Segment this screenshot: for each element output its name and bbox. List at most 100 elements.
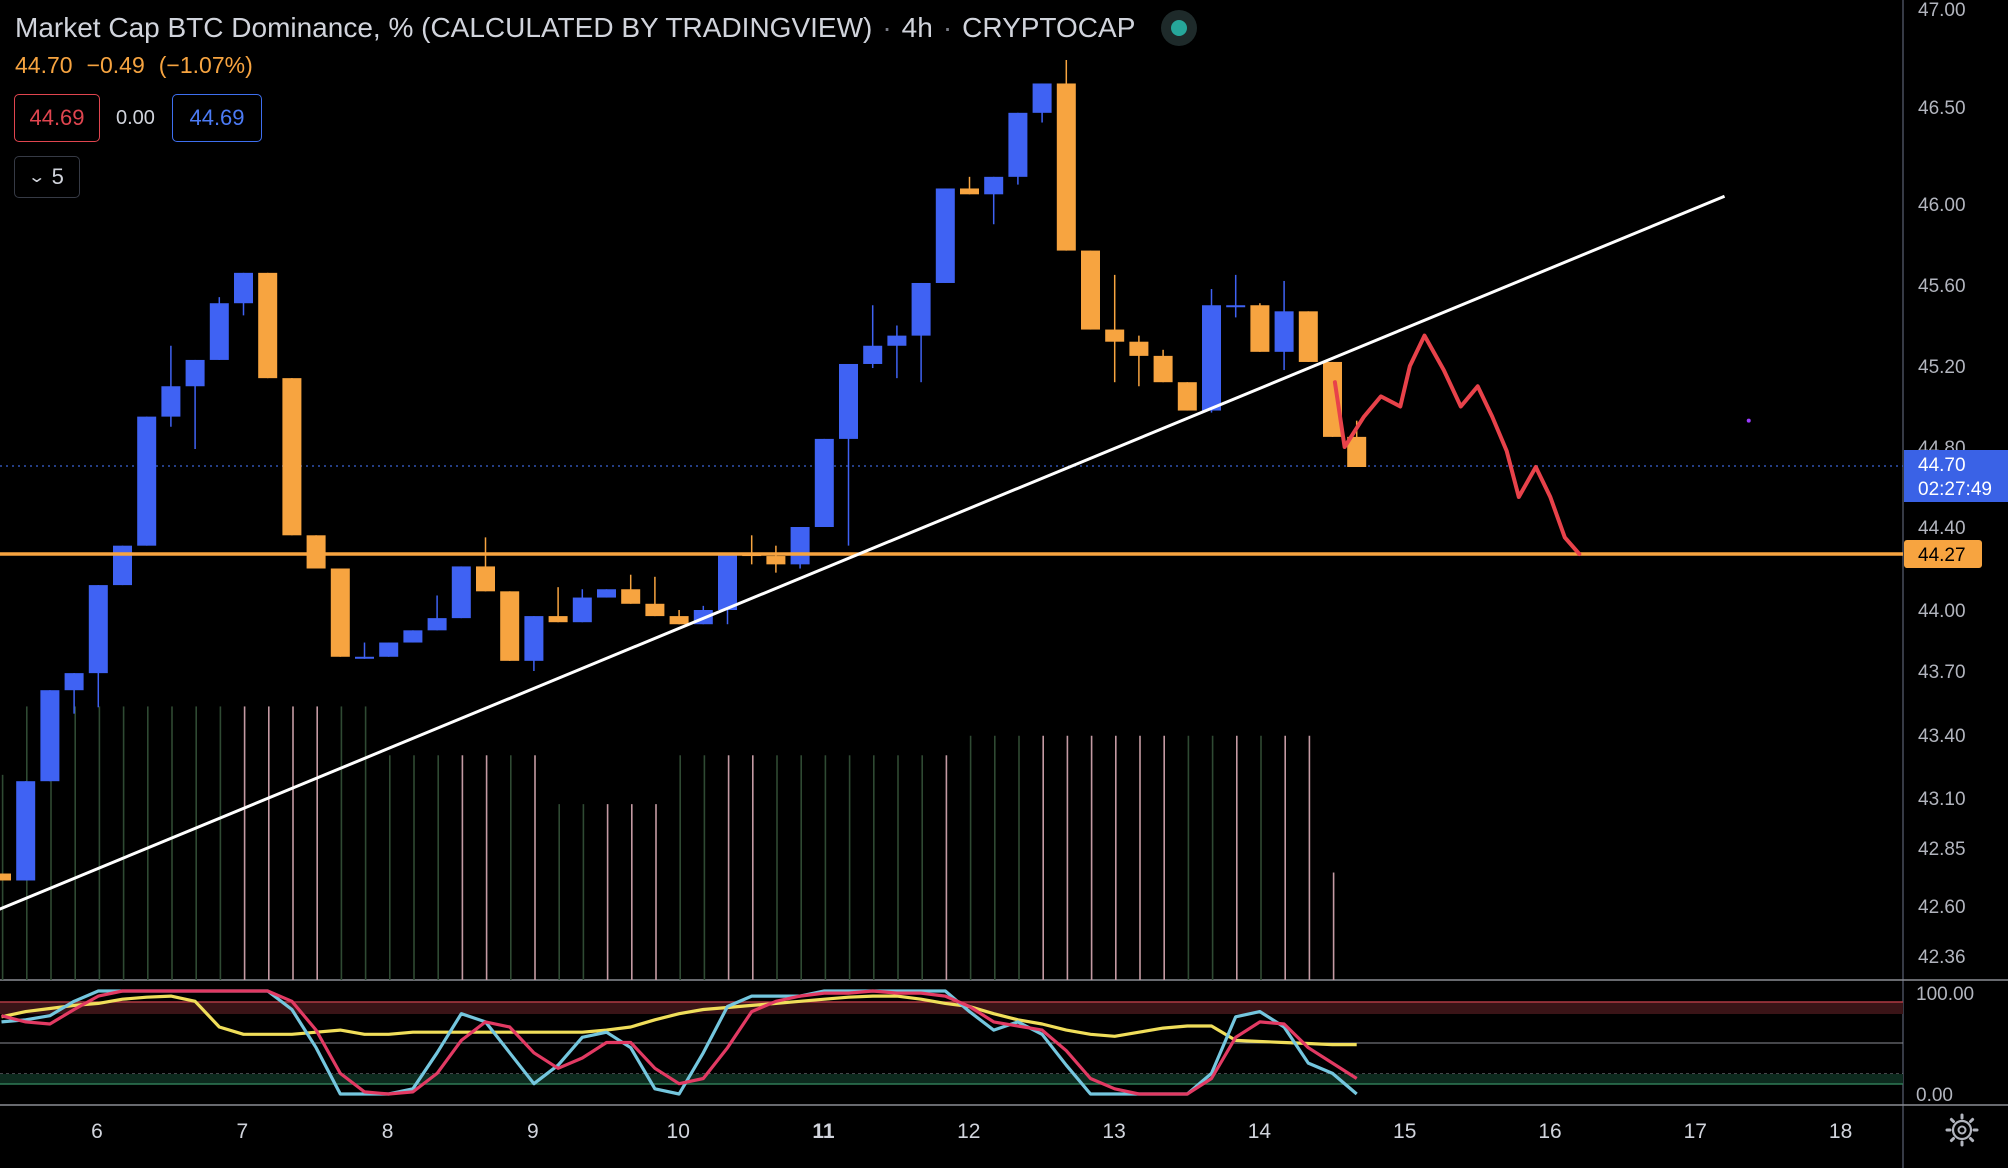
volume-bar	[74, 706, 76, 980]
volume-bar	[147, 706, 149, 980]
symbol-title[interactable]: Market Cap BTC Dominance, % (CALCULATED …	[15, 12, 873, 43]
volume-bar	[268, 706, 270, 980]
volume-bar	[316, 706, 318, 980]
volume-bar	[219, 706, 222, 980]
volume-bar	[897, 755, 899, 980]
time-tick-label: 15	[1393, 1120, 1416, 1143]
volume-bar	[1260, 735, 1262, 980]
volume-bar	[776, 755, 778, 980]
candle	[1081, 250, 1100, 330]
price-tick-label: 46.00	[1918, 195, 1966, 216]
time-tick-label: 10	[667, 1120, 690, 1143]
volume-bar	[1308, 735, 1311, 980]
candle	[88, 585, 108, 674]
candle	[1298, 311, 1318, 362]
candle	[839, 363, 858, 439]
time-tick-label: 7	[236, 1120, 248, 1143]
volume-bar	[122, 706, 125, 980]
candle	[306, 535, 326, 569]
candle	[645, 603, 665, 617]
sell-button[interactable]: 44.69	[14, 94, 100, 142]
price-tick-label: 45.60	[1918, 276, 1966, 297]
price-tick-label: 43.70	[1918, 662, 1966, 683]
candle	[1129, 341, 1149, 356]
trendline[interactable]	[0, 194, 1726, 916]
candle	[524, 616, 544, 661]
candle	[887, 335, 907, 346]
volume-bar	[485, 755, 488, 980]
exchange-label: CRYPTOCAP	[962, 12, 1136, 43]
buy-button[interactable]: 44.69	[172, 94, 262, 142]
candle	[1153, 355, 1173, 383]
current-price-box	[1904, 450, 2008, 502]
candle	[1008, 112, 1028, 177]
candle	[185, 359, 205, 387]
candle	[282, 378, 302, 536]
candle	[476, 566, 495, 592]
volume-bar	[921, 755, 923, 980]
settings-gear-icon[interactable]	[1945, 1113, 1979, 1147]
price-tick-label: 44.40	[1918, 518, 1966, 539]
volume-bar	[1163, 735, 1165, 980]
volume-bar	[510, 755, 512, 980]
stoch-ma-line	[1, 994, 1357, 1047]
candle	[790, 527, 810, 565]
candle	[669, 616, 689, 625]
support-price-label: 44.27	[1918, 545, 1966, 566]
candle	[621, 589, 641, 604]
volume-bar	[1139, 735, 1141, 980]
chart-legend-header: Market Cap BTC Dominance, % (CALCULATED …	[15, 10, 1198, 46]
volume-bar	[50, 706, 52, 980]
indicators-toggle-button[interactable]: ⌄ 5	[14, 156, 80, 198]
volume-bar	[582, 804, 585, 980]
candle	[935, 188, 955, 283]
volume-bar	[727, 755, 730, 980]
candle	[718, 553, 737, 610]
price-tick-label: 45.20	[1918, 357, 1966, 378]
candle	[40, 690, 60, 782]
candle	[209, 303, 229, 360]
candle	[1177, 382, 1197, 411]
volume-bar	[171, 706, 173, 980]
candle	[427, 618, 447, 631]
price-change-pct: (−1.07%)	[158, 52, 253, 78]
time-tick-label: 11	[812, 1120, 835, 1143]
volume-bar	[243, 706, 246, 980]
volume-bar	[98, 706, 101, 980]
candle	[572, 597, 592, 623]
candle	[234, 272, 253, 304]
candle	[403, 630, 423, 643]
candle	[161, 386, 181, 417]
candle	[1274, 311, 1294, 352]
candle	[1323, 361, 1342, 437]
stoch-overbought-band	[0, 1002, 1903, 1014]
candle	[597, 589, 616, 598]
countdown-label: 02:27:49	[1918, 479, 1992, 500]
projection-path[interactable]	[1332, 333, 1582, 556]
time-tick-label: 17	[1684, 1120, 1707, 1143]
volume-bar	[1187, 735, 1190, 980]
support-price-box	[1904, 539, 1982, 568]
candle	[960, 188, 979, 195]
volume-bar	[631, 804, 633, 980]
market-status-icon[interactable]	[1161, 10, 1198, 46]
volume-bar	[1284, 735, 1286, 980]
volume-bar	[1090, 735, 1093, 980]
price-tick-label: 46.50	[1918, 98, 1966, 119]
candle	[16, 781, 36, 881]
interval-label[interactable]: 4h	[901, 12, 933, 43]
time-tick-label: 16	[1538, 1120, 1561, 1143]
volume-bar	[558, 804, 560, 980]
candle	[766, 556, 786, 565]
time-tick-label: 12	[957, 1120, 980, 1143]
volume-bar	[848, 755, 851, 980]
stoch-tick-label: 100.00	[1916, 984, 1974, 1005]
volume-bar	[461, 755, 464, 980]
price-change: −0.49	[86, 52, 145, 78]
volume-bar	[195, 706, 197, 980]
volume-bar	[389, 755, 391, 980]
price-tick-label: 47.00	[1918, 0, 1966, 21]
volume-bar	[800, 755, 802, 980]
stoch-oversold-band	[0, 1074, 1903, 1084]
